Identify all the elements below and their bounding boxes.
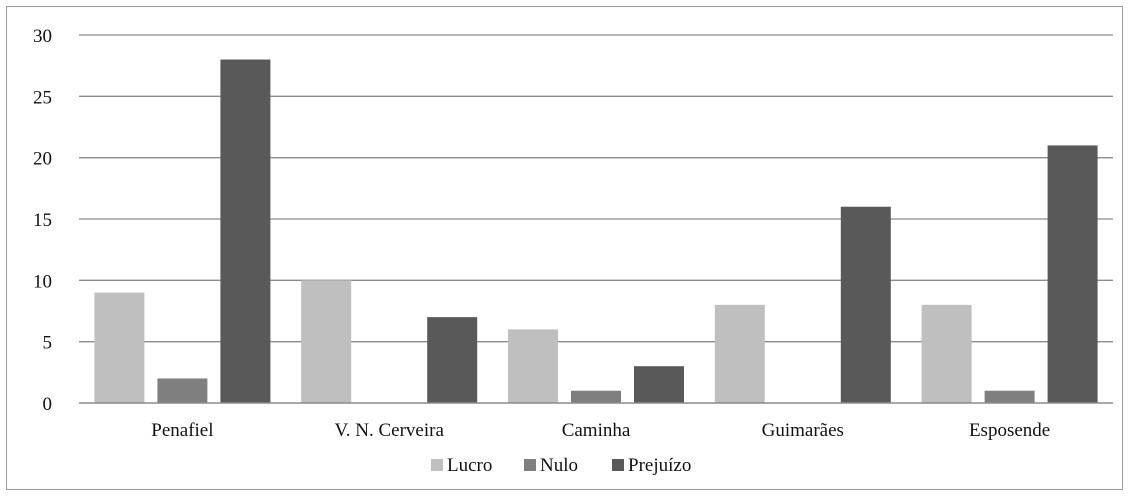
legend-swatch	[524, 459, 536, 471]
bar-preju-zo-2	[427, 317, 478, 403]
bar-nulo-5	[984, 390, 1035, 403]
legend-label: Lucro	[447, 455, 492, 476]
bar-nulo-3	[571, 390, 621, 403]
category-label: V. N. Cerveira	[334, 420, 444, 441]
y-tick-label: 30	[33, 26, 52, 47]
legend-swatch	[431, 459, 443, 471]
bar-lucro-3	[508, 329, 558, 403]
chart-frame	[6, 6, 1123, 490]
legend-swatch	[612, 459, 624, 471]
bar-lucro-4	[714, 304, 765, 403]
bar-lucro-1	[94, 292, 145, 403]
x-axis-category-labels: Penafiel V. N. Cerveira Caminha Guimarães Es…	[151, 420, 1050, 441]
bar-preju-zo-1	[220, 59, 271, 404]
bar-lucro-2	[301, 280, 352, 403]
legend: Lucro Nulo Prejuízo	[431, 455, 691, 476]
category-label: Guimarães	[762, 420, 844, 441]
category-label: Caminha	[562, 420, 631, 441]
bar-preju-zo-5	[1047, 145, 1098, 403]
y-tick-label: 20	[33, 149, 52, 170]
bars	[94, 59, 1098, 404]
y-axis-tick-labels: 0 5 10 15 20 25 30	[33, 26, 52, 415]
bar-nulo-1	[157, 378, 208, 403]
y-tick-label: 5	[43, 333, 53, 354]
y-tick-label: 0	[43, 394, 53, 415]
bar-preju-zo-3	[634, 366, 684, 403]
y-tick-label: 25	[33, 87, 52, 108]
category-label: Esposende	[969, 420, 1050, 441]
y-tick-label: 10	[33, 271, 52, 292]
category-label: Penafiel	[151, 420, 213, 441]
y-tick-label: 15	[33, 210, 52, 231]
bar-lucro-5	[921, 304, 972, 403]
legend-label: Prejuízo	[628, 455, 691, 476]
bar-preju-zo-4	[840, 206, 891, 403]
legend-label: Nulo	[540, 455, 578, 476]
